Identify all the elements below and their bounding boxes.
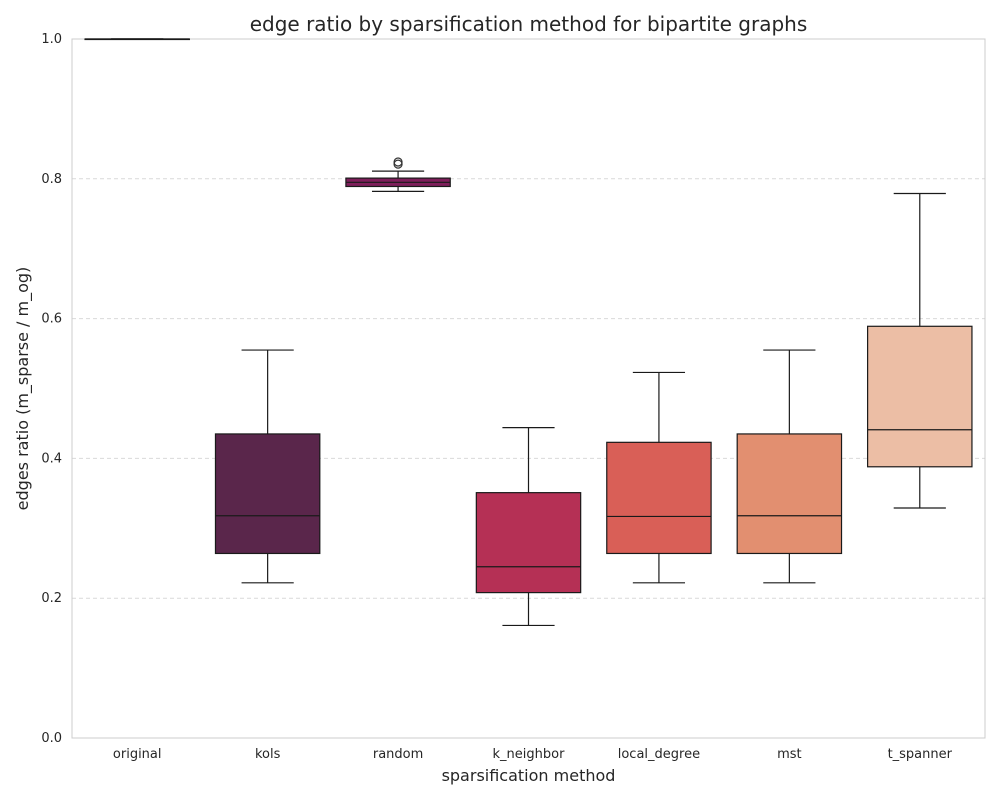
x-tick-label: k_neighbor [493,747,566,762]
box-iqr [867,325,973,468]
x-axis-label: sparsification method [442,766,616,785]
x-tick-labels: original kols random k_neighbor local_degree… [113,747,953,762]
y-tick-label: 0.2 [41,591,62,606]
y-tick-label: 0.0 [41,731,62,746]
box-iqr [736,433,843,555]
x-tick-label: random [373,747,423,762]
box-random [345,157,451,192]
y-tick-label: 0.8 [41,172,62,187]
box-iqr [214,433,321,555]
y-tick-labels: 0.0 0.2 0.4 0.6 0.8 1.0 [41,32,62,746]
y-axis-label: edges ratio (m_sparse / m_og) [13,267,33,511]
box-layer [84,38,973,627]
x-tick-label: t_spanner [888,747,953,762]
chart-title: edge ratio by sparsification method for … [250,12,808,36]
box-t_spanner [867,192,973,509]
x-tick-label: original [113,747,162,762]
x-tick-label: local_degree [618,747,700,762]
box-iqr [606,441,712,555]
box-mst [736,349,843,584]
box-iqr [475,492,582,594]
x-tick-label: kols [255,747,281,762]
plot-area-frame [71,38,986,739]
y-tick-label: 0.6 [41,312,62,327]
y-tick-label: 1.0 [41,32,62,47]
x-tick-label: mst [777,747,802,762]
y-tick-label: 0.4 [41,451,62,466]
box-k_neighbor [475,427,582,627]
box-local_degree [606,371,712,584]
box-kols [214,349,321,584]
outlier-point [393,157,403,167]
box-original [84,38,190,41]
